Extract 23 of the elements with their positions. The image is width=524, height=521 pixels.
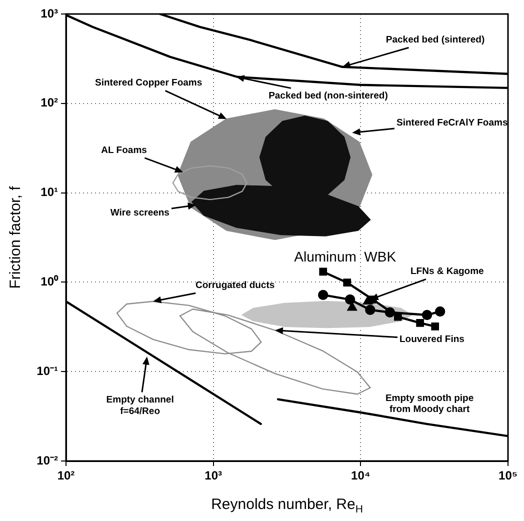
annotation: Aluminum WBK bbox=[294, 248, 397, 265]
x-tick-label: 10⁴ bbox=[351, 468, 370, 483]
annotation: Empty channel f=64/Reo bbox=[106, 394, 174, 417]
annotation: Sintered FeCrAlY Foams bbox=[396, 117, 508, 128]
y-tick-label: 10¹ bbox=[40, 185, 58, 200]
x-tick-label: 10² bbox=[57, 468, 75, 483]
annotation: AL Foams bbox=[101, 144, 147, 156]
y-tick-label: 10² bbox=[40, 96, 58, 110]
y-tick-label: 10⁻¹ bbox=[36, 364, 58, 378]
annotation: Wire screens bbox=[110, 208, 170, 219]
annotation: Corrugated ducts bbox=[195, 280, 275, 292]
annotation: LFNs & Kagome bbox=[410, 266, 484, 278]
annotation: Sintered Copper Foams bbox=[94, 78, 202, 89]
annotation: Packed bed (sintered) bbox=[386, 34, 485, 46]
annotation: Louvered Fins bbox=[399, 334, 464, 345]
annotation: Empty smooth pipe from Moody chart bbox=[385, 392, 474, 416]
x-tick-label: 10³ bbox=[204, 468, 222, 483]
y-axis-title: Friction factor, f bbox=[7, 185, 24, 289]
y-tick-label: 10³ bbox=[40, 6, 58, 20]
x-tick-label: 10⁵ bbox=[498, 468, 518, 483]
y-tick-label: 10⁰ bbox=[40, 274, 59, 289]
y-tick-label: 10⁻² bbox=[36, 453, 58, 468]
annotation: Packed bed (non-sintered) bbox=[268, 90, 388, 102]
